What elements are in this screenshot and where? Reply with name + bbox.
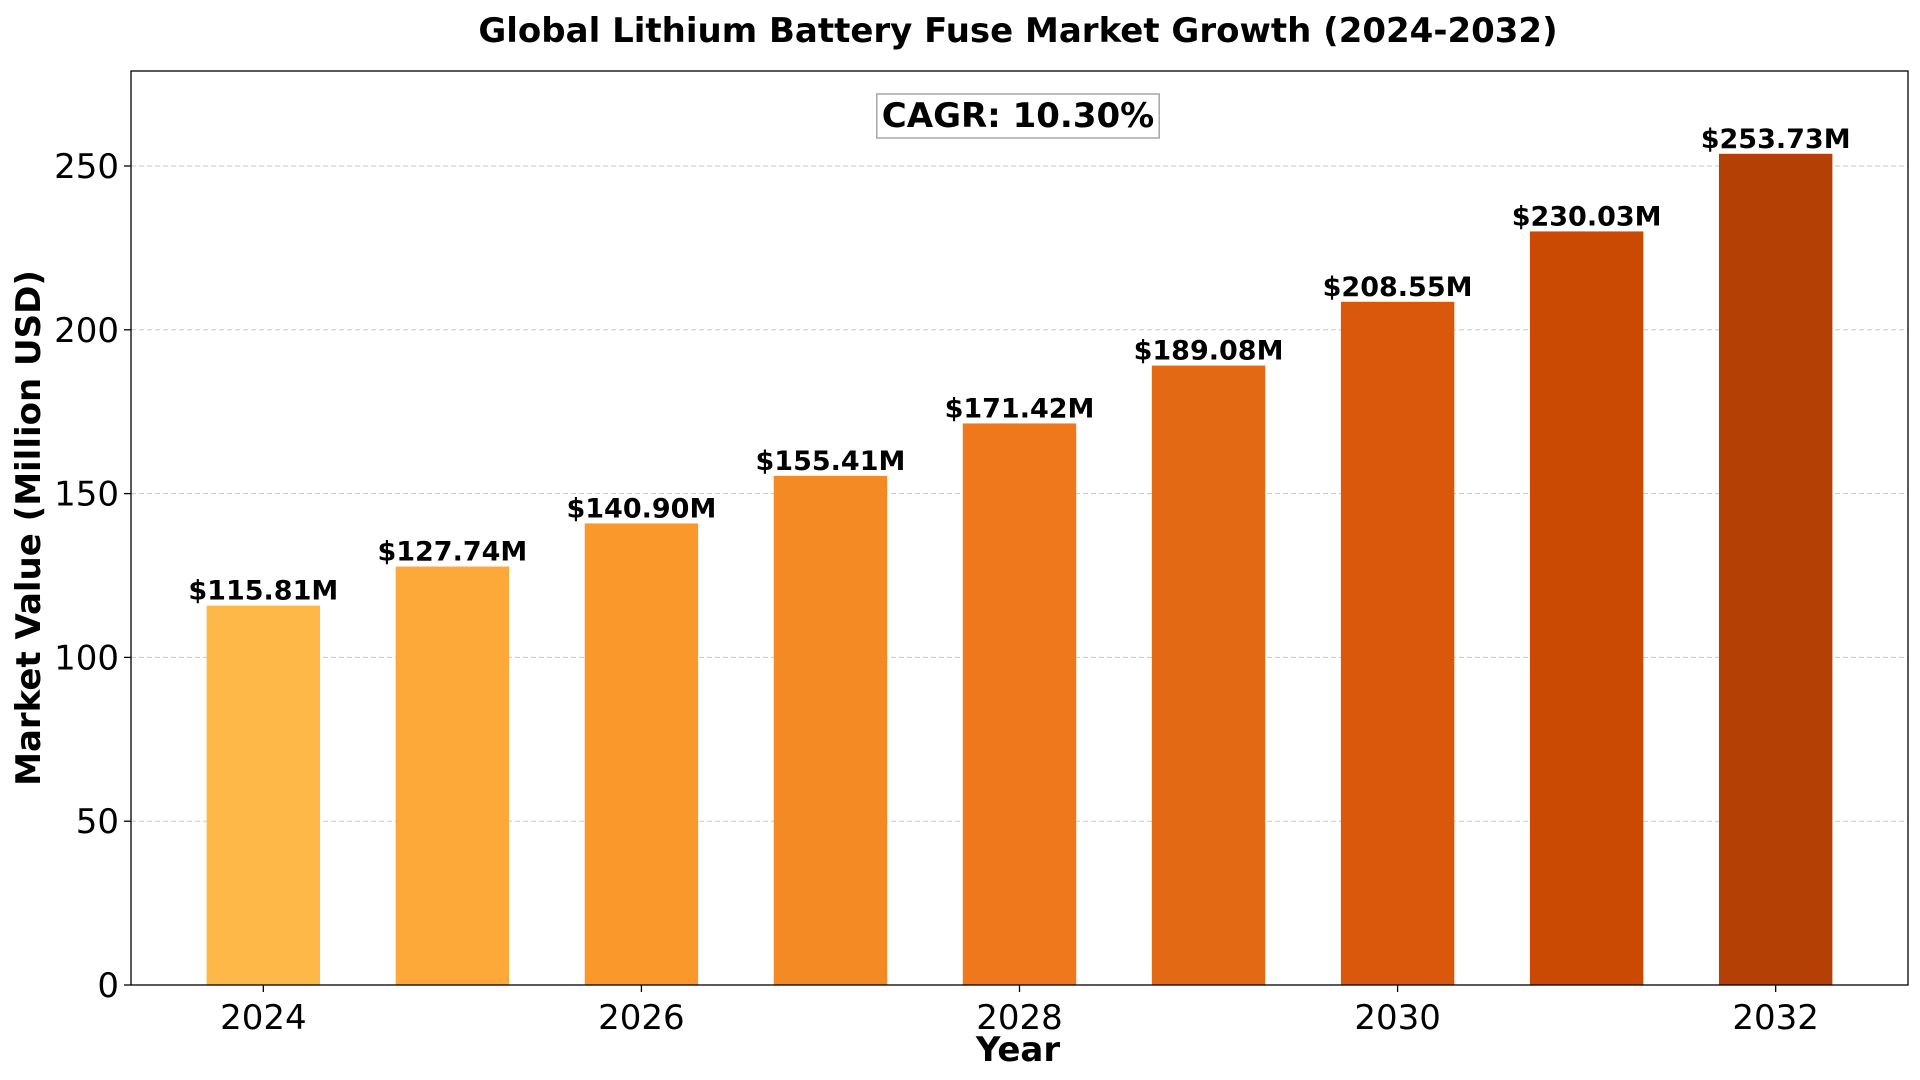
x-tick-label: 2030 — [1354, 998, 1441, 1038]
x-tick-label: 2026 — [598, 998, 685, 1038]
x-tick-label: 2024 — [220, 998, 307, 1038]
x-tick-label: 2032 — [1732, 998, 1819, 1038]
bar — [206, 605, 321, 985]
bar — [1529, 231, 1644, 985]
y-tick-label: 250 — [54, 147, 119, 187]
cagr-annotation-text: CAGR: 10.30% — [882, 96, 1154, 136]
y-axis-ticks: 0 50 100 150 200 250 — [54, 147, 131, 1006]
x-axis-ticks: 2024 2026 2028 2030 2032 — [220, 985, 1819, 1038]
bar — [395, 566, 510, 985]
cagr-annotation-box — [876, 93, 1160, 139]
bars — [206, 153, 1833, 985]
bar-value-label: $171.42M — [945, 393, 1095, 424]
y-tick-label: 200 — [54, 311, 119, 351]
x-axis-label: Year — [975, 1030, 1061, 1070]
y-tick-label: 150 — [54, 475, 119, 515]
bar — [1718, 153, 1833, 985]
bar-value-label: $155.41M — [756, 446, 906, 477]
bar — [962, 423, 1077, 985]
cagr-annotation: CAGR: 10.30% — [876, 93, 1160, 139]
x-tick-label: 2028 — [976, 998, 1063, 1038]
y-tick-label: 100 — [54, 638, 119, 678]
bar-value-label: $140.90M — [566, 493, 716, 524]
bar-value-label: $115.81M — [188, 576, 338, 607]
plot-frame — [130, 70, 1909, 986]
bar — [1340, 301, 1455, 985]
y-tick-label: 0 — [97, 966, 119, 1006]
chart-title: Global Lithium Battery Fuse Market Growt… — [478, 11, 1557, 51]
y-axis-label: Market Value (Million USD) — [9, 270, 49, 786]
bar-value-label: $189.08M — [1134, 336, 1284, 367]
bar-value-label: $253.73M — [1701, 124, 1851, 155]
bar-value-label: $127.74M — [377, 537, 527, 568]
bar — [773, 475, 888, 985]
bar-value-label: $208.55M — [1323, 272, 1473, 303]
data-labels: $115.81M $127.74M $140.90M $155.41M $171.42M… — [188, 124, 1850, 607]
y-tick-label: 50 — [76, 802, 119, 842]
bar — [1151, 365, 1266, 985]
bar — [584, 523, 699, 985]
bar-value-label: $230.03M — [1512, 201, 1662, 232]
